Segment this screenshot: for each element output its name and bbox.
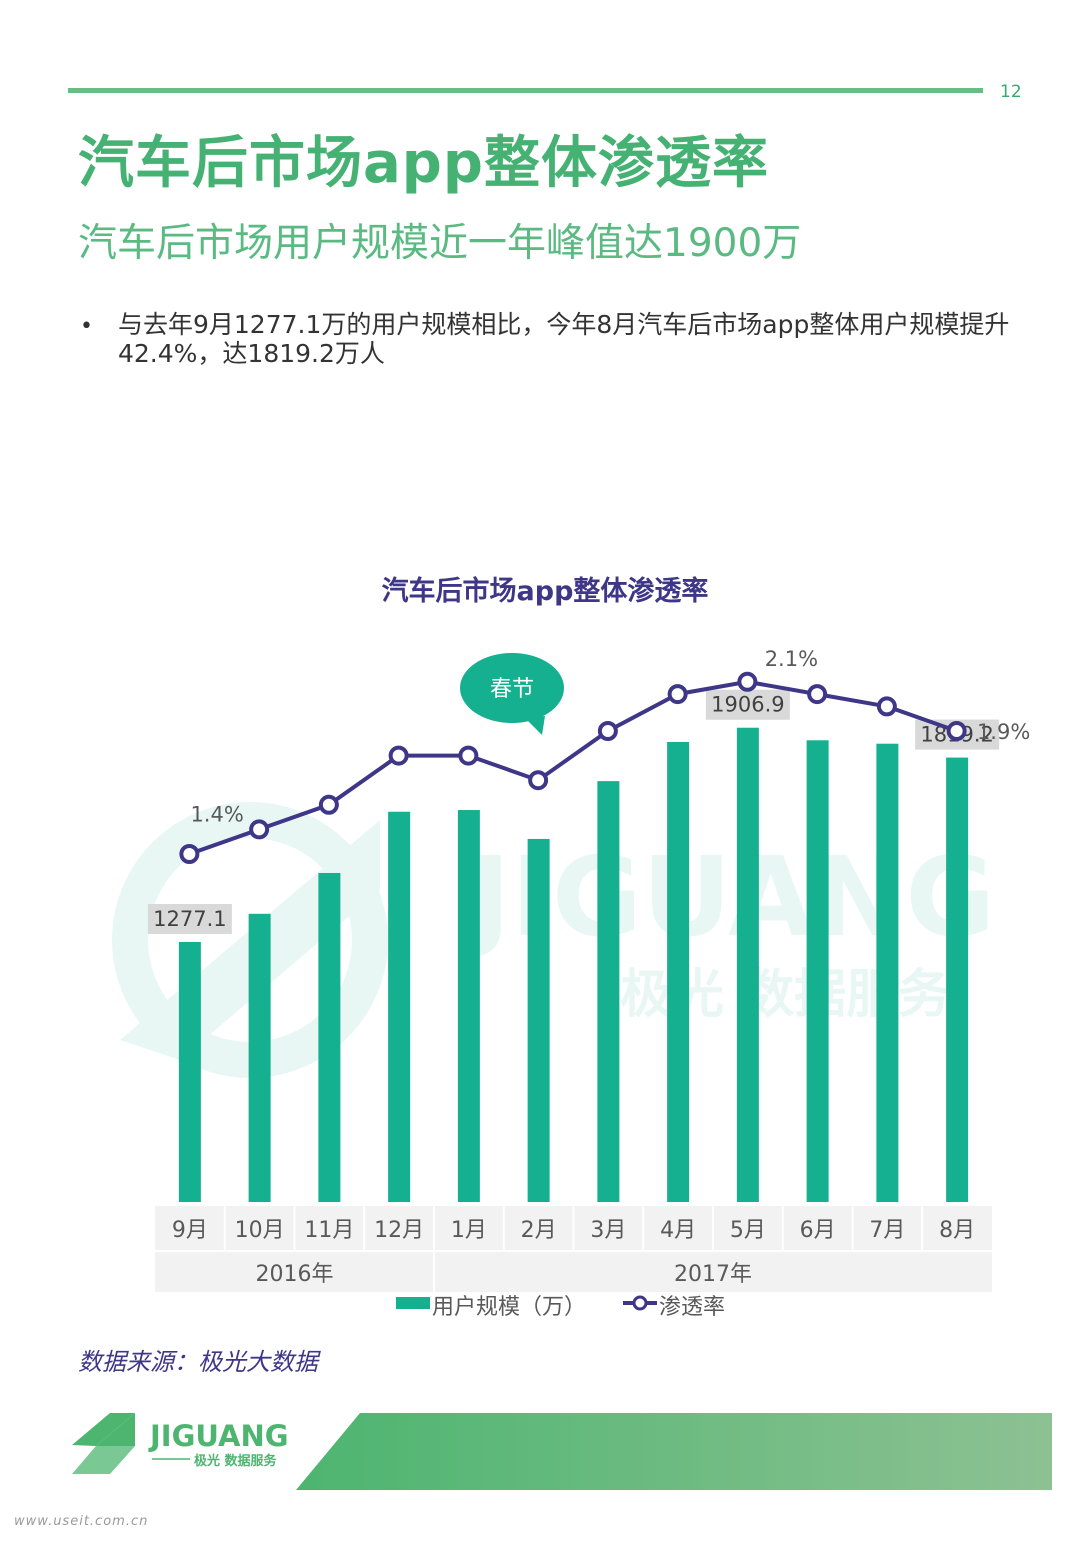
year-group-0: 2016年 xyxy=(256,1262,334,1287)
svg-text:渗透率: 渗透率 xyxy=(659,1295,725,1320)
bar-label-8: 1906.9 xyxy=(705,689,790,720)
svg-text:用户规模（万）: 用户规模（万） xyxy=(432,1295,586,1320)
bar-2 xyxy=(318,872,341,1202)
svg-text:1277.1: 1277.1 xyxy=(153,907,226,931)
watermark-brand: JIGUANG xyxy=(463,833,996,961)
bar-10 xyxy=(876,743,899,1202)
penetration-point-6 xyxy=(597,721,618,741)
penetration-point-2 xyxy=(318,794,339,815)
year-axis-band xyxy=(155,1252,992,1292)
top-rule xyxy=(68,88,983,93)
bullet-text: 与去年9月1277.1万的用户规模相比，今年8月汽车后市场app整体用户规模提升… xyxy=(118,310,1010,368)
legend-item-penetration: 渗透率 xyxy=(623,1295,725,1320)
x-tick-8: 5月 xyxy=(730,1218,766,1243)
penetration-point-4 xyxy=(458,745,479,766)
x-tick-5: 2月 xyxy=(521,1218,557,1243)
year-group-1: 2017年 xyxy=(674,1262,752,1287)
penetration-point-8 xyxy=(737,671,758,692)
page-subtitle: 汽车后市场用户规模近一年峰值达1900万 xyxy=(78,221,802,266)
line-label-1: 1.4% xyxy=(190,802,243,826)
chart-title: 汽车后市场app整体渗透率 xyxy=(382,575,709,607)
jiguang-logo: JIGUANG 极光 数据服务 xyxy=(72,1413,289,1474)
bar-5 xyxy=(527,838,550,1202)
penetration-line xyxy=(188,679,958,856)
x-tick-11: 8月 xyxy=(939,1218,975,1243)
penetration-point-7 xyxy=(667,684,688,705)
svg-text:1906.9: 1906.9 xyxy=(711,693,784,717)
x-tick-0: 9月 xyxy=(172,1218,208,1243)
bar-8 xyxy=(736,727,759,1202)
bar-label-0: 1277.1 xyxy=(147,904,232,934)
penetration-point-0 xyxy=(179,844,200,864)
x-tick-10: 7月 xyxy=(869,1218,905,1243)
bar-0 xyxy=(178,942,201,1202)
callout-label: 春节 xyxy=(490,677,534,702)
penetration-point-11 xyxy=(946,721,967,741)
logo-tagline: 极光 数据服务 xyxy=(194,1453,278,1469)
penetration-point-9 xyxy=(807,684,828,705)
bar-1 xyxy=(248,913,271,1202)
penetration-point-5 xyxy=(528,770,549,791)
penetration-chart: JIGUANG 极光 数据服务 汽车后市场app整体渗透率 1277.11906… xyxy=(112,575,1030,1320)
x-tick-2: 11月 xyxy=(304,1218,354,1243)
spring-festival-callout: 春节 xyxy=(460,653,564,735)
bullet-marker: • xyxy=(80,314,93,339)
logo-brand: JIGUANG xyxy=(148,1419,289,1453)
jiguang-logo-icon xyxy=(72,1413,135,1474)
line-label-8: 2.1% xyxy=(765,647,818,671)
footer-band: JIGUANG 极光 数据服务 xyxy=(72,1413,1052,1490)
bar-11 xyxy=(946,757,969,1202)
bar-3 xyxy=(388,811,411,1202)
page-number: 12 xyxy=(1000,82,1022,102)
watermark-url: www.useit.com.cn xyxy=(14,1514,149,1529)
bar-9 xyxy=(806,740,829,1202)
x-tick-4: 1月 xyxy=(451,1218,487,1243)
bar-6 xyxy=(597,781,620,1202)
x-tick-3: 12月 xyxy=(374,1218,424,1243)
bar-4 xyxy=(457,810,480,1202)
x-tick-7: 4月 xyxy=(660,1218,696,1243)
penetration-point-1 xyxy=(249,819,270,840)
penetration-point-10 xyxy=(876,696,897,717)
bar-7 xyxy=(667,741,690,1202)
x-tick-1: 10月 xyxy=(235,1218,285,1243)
footer-green-band xyxy=(296,1413,1052,1490)
penetration-point-3 xyxy=(388,745,409,766)
x-tick-6: 3月 xyxy=(590,1218,626,1243)
legend-item-users: 用户规模（万） xyxy=(396,1295,586,1320)
data-source: 数据来源：极光大数据 xyxy=(78,1348,318,1376)
line-label-11: 1.9% xyxy=(977,720,1030,744)
x-tick-9: 6月 xyxy=(800,1218,836,1243)
page-title: 汽车后市场app整体渗透率 xyxy=(78,131,769,196)
